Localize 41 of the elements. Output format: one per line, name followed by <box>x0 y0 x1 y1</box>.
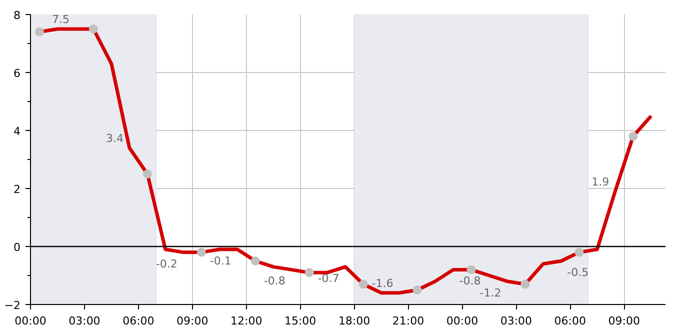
data-label: 7.5 <box>52 13 70 26</box>
point <box>88 24 98 34</box>
y-tick-label: 8 <box>14 9 20 22</box>
data-label: 1.9 <box>592 175 610 188</box>
point <box>196 248 206 257</box>
x-tick-label: 03:00 <box>68 314 100 328</box>
point <box>142 170 152 178</box>
data-label: -0.1 <box>210 254 232 268</box>
point <box>34 27 44 36</box>
point <box>304 268 314 278</box>
x-tick-label: 18:00 <box>338 314 370 328</box>
x-tick-label: 03:00 <box>500 314 532 328</box>
y-tick-label: 4 <box>14 125 20 138</box>
x-tick-label: 06:00 <box>554 314 586 328</box>
data-label: 3.4 <box>106 132 124 145</box>
x-tick-label: 09:00 <box>176 314 208 328</box>
x-tick-label: 00:00 <box>14 314 46 328</box>
y-tick-label: 2 <box>14 183 20 196</box>
point <box>412 286 422 294</box>
x-tick-label: 21:00 <box>392 314 424 328</box>
data-label: -0.8 <box>459 274 481 288</box>
point <box>628 132 638 141</box>
y-tick-label: −2 <box>4 299 21 312</box>
point <box>574 248 584 257</box>
data-label: -1.6 <box>372 276 394 290</box>
x-tick-label: 00:00 <box>446 314 478 328</box>
data-label: -0.5 <box>567 266 589 279</box>
x-tick-label: 15:00 <box>284 314 316 328</box>
data-label: -0.8 <box>264 274 286 288</box>
x-tick-label: 06:00 <box>122 314 154 328</box>
y-tick-label: 0 <box>14 241 20 254</box>
x-tick-label: 09:00 <box>608 314 640 328</box>
point <box>250 256 260 266</box>
y-tick-label: 6 <box>14 67 20 80</box>
x-tick-label: 12:00 <box>230 314 262 328</box>
data-label: -0.7 <box>318 272 340 285</box>
point <box>520 280 530 289</box>
data-label: -0.2 <box>156 257 178 270</box>
point <box>466 265 476 274</box>
point <box>358 280 368 289</box>
data-label: -1.2 <box>480 286 502 300</box>
